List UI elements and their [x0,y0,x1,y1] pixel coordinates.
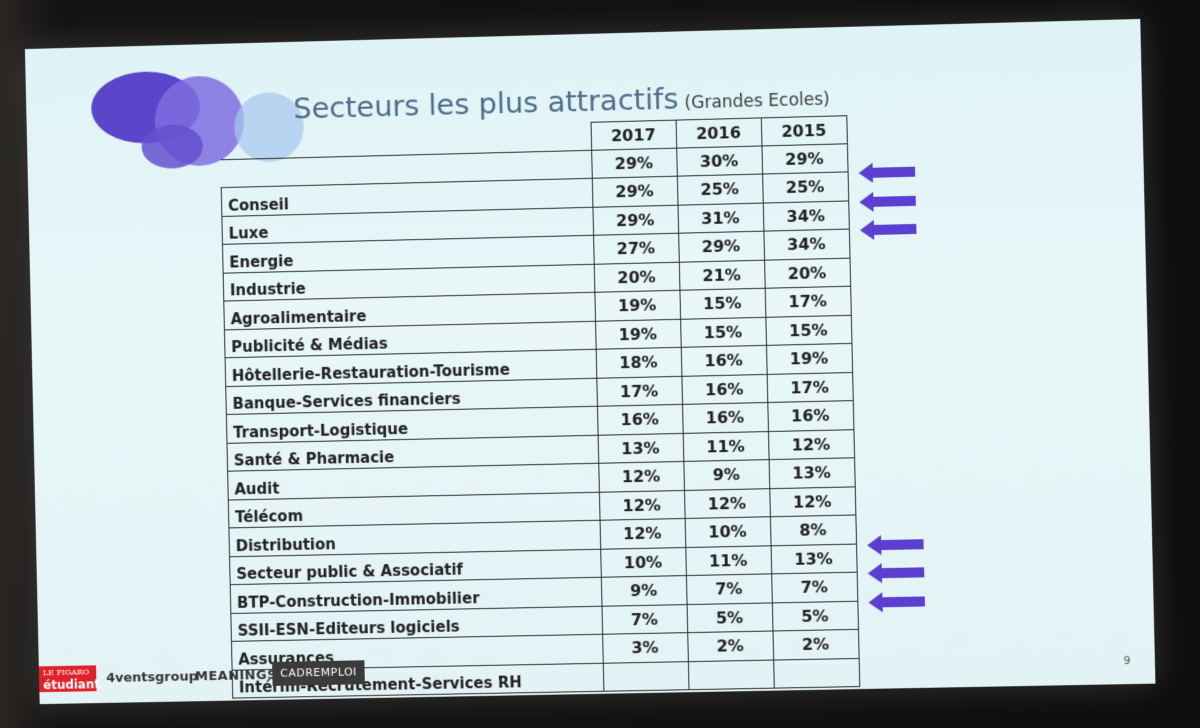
value-cell: 20% [594,262,680,293]
eventsgroup-logo: 4ventsgroup [106,669,198,686]
value-cell: 12% [769,486,855,516]
value-cell: 31% [678,203,764,234]
value-cell: 27% [593,233,679,264]
value-cell: 34% [763,229,849,260]
value-cell: 15% [679,288,765,319]
cadremploi-logo: CADREMPLOI [272,660,365,686]
value-cell: 9% [683,460,769,490]
value-cell: 19% [594,290,680,321]
value-cell: 5% [687,602,773,632]
value-cell: 12% [600,519,686,549]
value-cell: 7% [771,572,857,602]
value-cell: 29% [592,176,678,207]
figaro-etudiant-logo: LE FIGARO étudiant [39,665,97,692]
left-arrow-icon [859,190,916,211]
value-cell: 20% [764,258,850,289]
value-cell: 30% [676,145,762,176]
value-cell: 10% [600,547,686,577]
value-cell: 16% [767,401,853,431]
value-cell: 12% [684,488,770,518]
value-cell: 7% [601,604,687,634]
slide-title-text: Secteurs les plus attractifs [293,82,679,126]
sector-table: 2017 2016 2015 29% 30% 29% Conseil 29% 25% 25%… [219,115,859,698]
value-cell: 29% [761,143,847,174]
slide-subtitle: (Grandes Ecoles) [684,90,830,114]
value-cell: 16% [681,345,767,375]
value-cell: 19% [595,319,681,349]
value-cell: 12% [768,429,854,459]
left-arrow-icon [868,591,925,612]
value-cell: 29% [592,205,678,236]
value-cell: 15% [765,315,851,346]
value-cell: 17% [767,372,853,402]
value-cell: 10% [685,517,771,547]
value-cell: 17% [596,376,682,406]
value-cell: 21% [679,260,765,291]
value-cell: 34% [763,200,849,231]
value-cell: 16% [597,404,683,434]
left-arrow-icon [868,562,925,583]
value-cell: 13% [769,458,855,488]
table-body: 29% 30% 29% Conseil 29% 25% 25% Luxe 29% 31% 34% En… [221,143,860,698]
meanings-logo: MEANINGS [195,668,277,684]
value-cell: 11% [685,545,771,575]
value-cell: 17% [765,286,851,317]
left-arrow-icon [867,534,924,555]
page-number: 9 [1123,654,1130,667]
value-cell: 25% [762,172,848,203]
value-cell: 16% [681,374,767,404]
value-cell: 12% [599,490,685,520]
value-cell: 11% [683,431,769,461]
value-cell: 16% [682,402,768,432]
value-cell: 19% [766,343,852,374]
value-cell: 18% [596,347,682,377]
value-cell: 13% [598,433,684,463]
value-cell: 7% [686,574,772,604]
year-header: 2016 [676,118,762,148]
value-cell: 29% [678,231,764,262]
value-cell: 8% [770,515,856,545]
presentation-slide: Secteurs les plus attractifs (Grandes Eco… [25,19,1156,704]
left-arrow-icon [858,161,915,182]
value-cell: 29% [591,148,677,179]
value-cell: 12% [598,461,684,491]
year-header: 2017 [591,120,677,150]
value-cell: 15% [680,317,766,348]
year-header: 2015 [761,116,847,146]
value-cell: 13% [771,544,857,574]
value-cell: 9% [601,576,687,606]
value-cell: 25% [677,174,763,205]
value-cell: 5% [772,601,858,631]
figaro-logo-line2: étudiant [43,678,97,692]
left-arrow-icon [860,218,917,239]
